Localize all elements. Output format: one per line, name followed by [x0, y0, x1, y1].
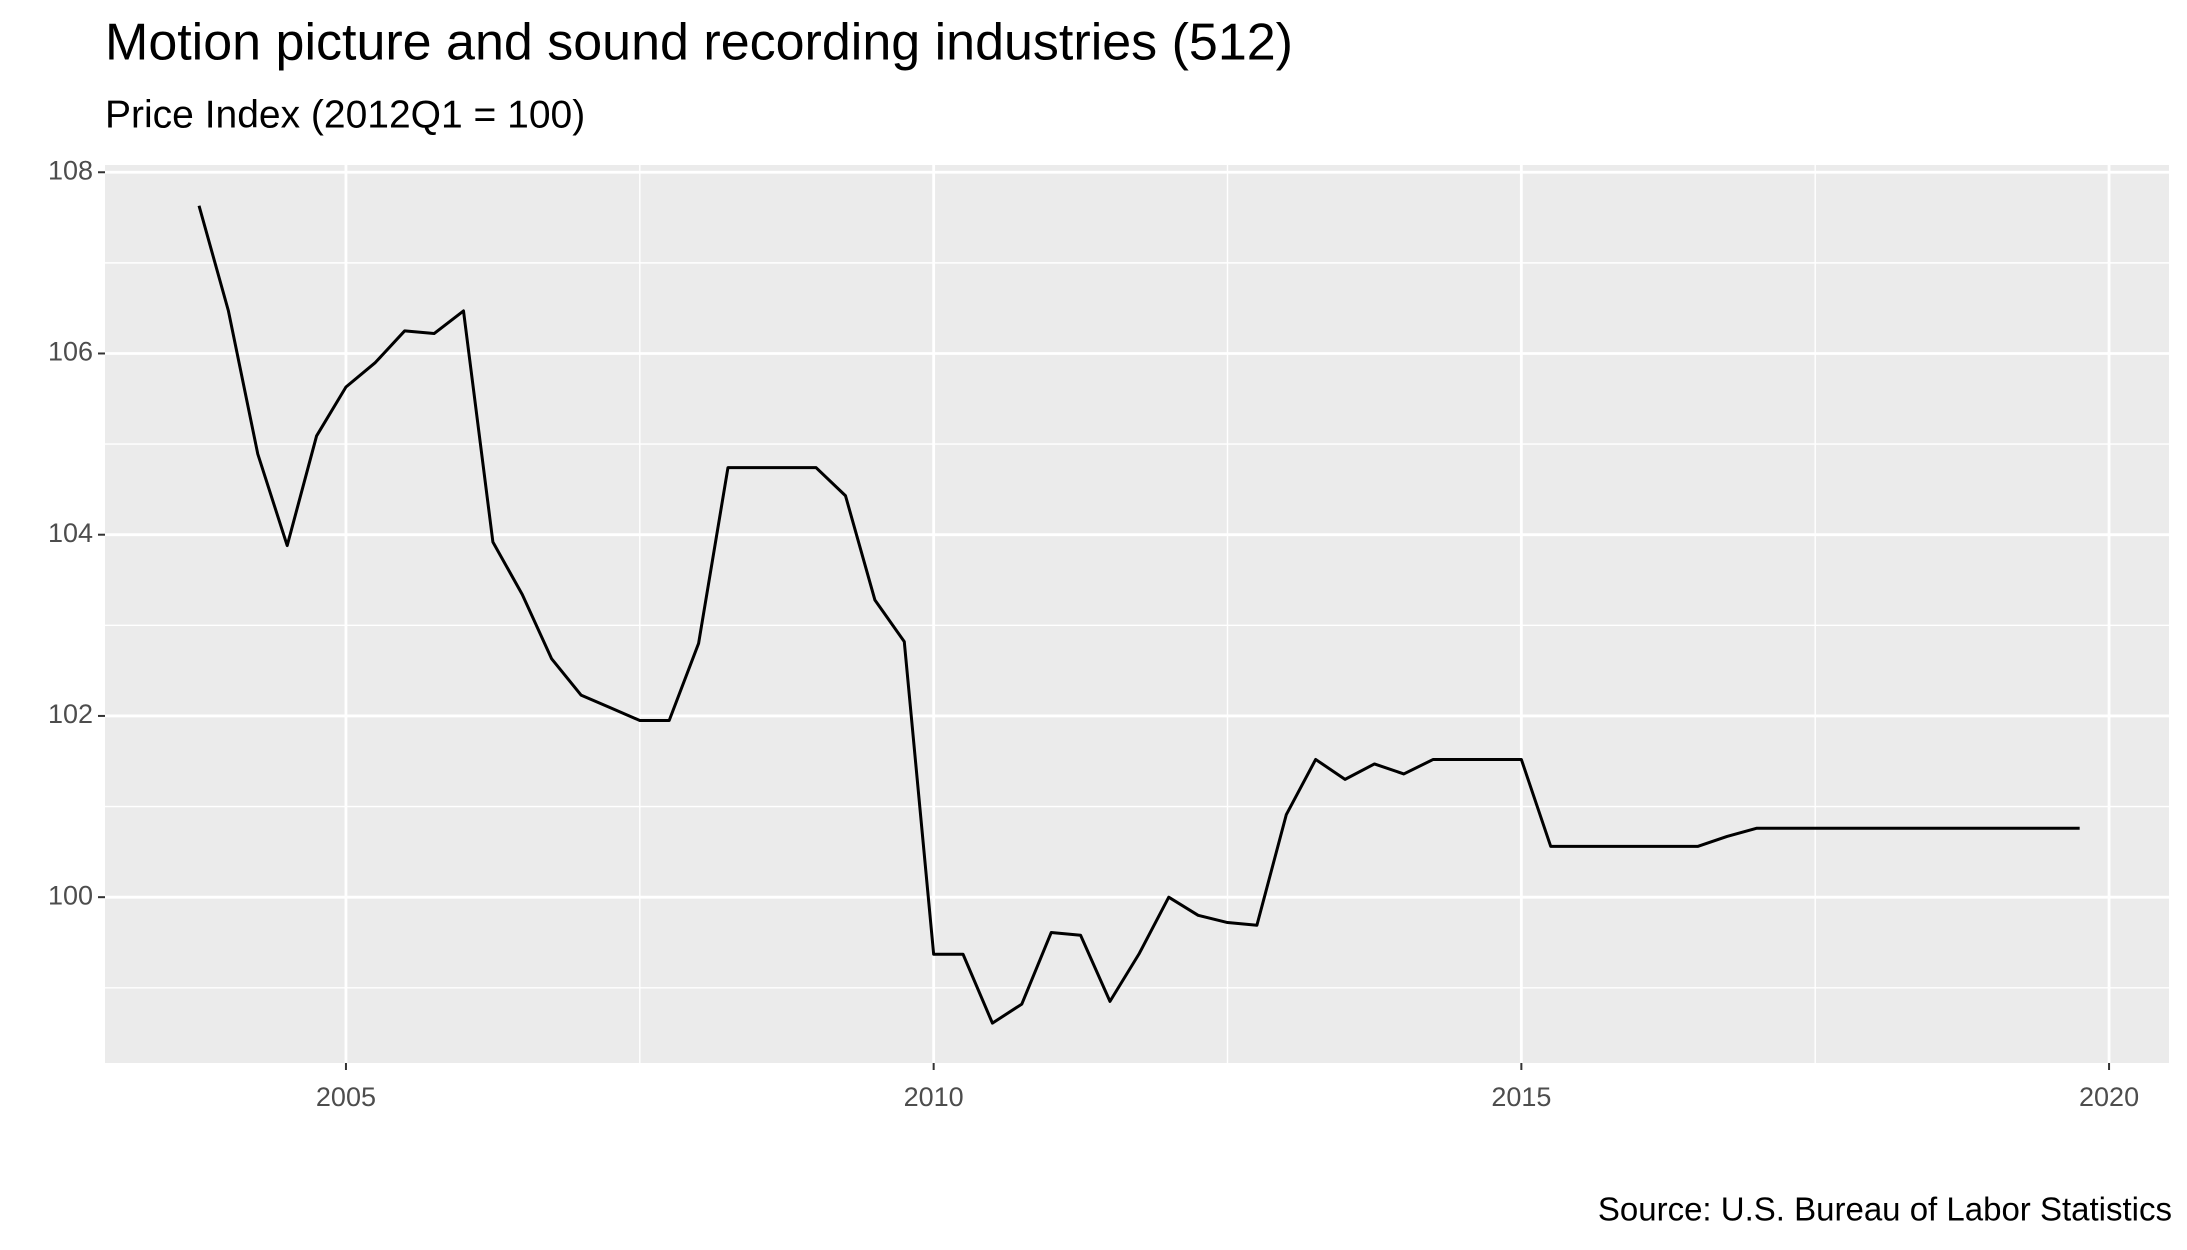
x-tick-label: 2005: [316, 1082, 376, 1112]
data-line: [197, 205, 2080, 1025]
x-tick-label: 2015: [1491, 1082, 1551, 1112]
y-tick-label: 108: [48, 155, 93, 185]
caption: Source: U.S. Bureau of Labor Statistics: [1598, 1191, 2172, 1228]
chart-subtitle: Price Index (2012Q1 = 100): [105, 93, 585, 136]
chart-title: Motion picture and sound recording indus…: [105, 14, 1293, 72]
plot-panel: [105, 165, 2169, 1063]
y-tick-label: 106: [48, 337, 93, 367]
y-tick-label: 104: [48, 518, 93, 548]
x-tick-label: 2020: [2079, 1082, 2139, 1112]
x-tick-label: 2010: [904, 1082, 964, 1112]
y-tick-label: 100: [48, 880, 93, 910]
y-tick-label: 102: [48, 699, 93, 729]
